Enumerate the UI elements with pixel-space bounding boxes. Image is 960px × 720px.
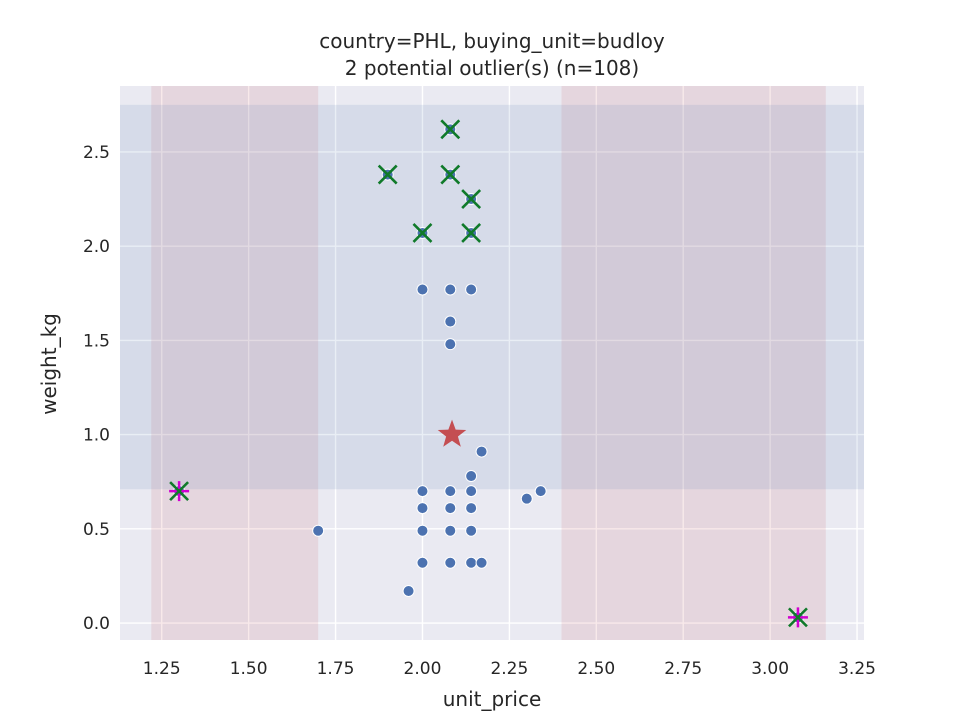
y-tick-label: 1.5 — [83, 331, 110, 351]
flagged-x-marker — [169, 481, 190, 502]
data-point — [534, 485, 547, 498]
x-tick-label: 2.00 — [404, 659, 442, 679]
flagged-x-marker — [377, 164, 398, 185]
flagged-x-marker — [788, 607, 808, 628]
y-tick-label: 1.0 — [83, 426, 110, 446]
x-tick-label: 1.25 — [143, 659, 181, 679]
data-point — [465, 283, 478, 296]
data-point — [444, 524, 457, 537]
plot-area: 1.25 1.50 1.75 2.00 2.25 2.50 2.75 3.00 3.25 0.0 0… — [83, 86, 876, 679]
x-tick-label: 1.75 — [317, 659, 355, 679]
flagged-x-marker — [440, 119, 461, 140]
data-point — [312, 524, 325, 537]
flagged-x-marker — [461, 189, 482, 209]
data-point — [416, 556, 429, 569]
data-point — [444, 338, 457, 351]
data-point — [475, 556, 488, 569]
x-tick-label: 1.50 — [230, 659, 268, 679]
data-point — [416, 283, 429, 296]
data-point — [520, 492, 533, 505]
data-point — [416, 502, 429, 515]
y-tick-label: 0.0 — [83, 614, 110, 634]
y-axis-label: weight_kg — [37, 313, 61, 415]
x-tick-label: 2.25 — [490, 659, 528, 679]
flagged-x-marker — [440, 164, 461, 185]
x-tick-label: 3.00 — [751, 659, 789, 679]
x-tick-label: 2.50 — [577, 659, 615, 679]
outlier-price-band — [561, 86, 826, 640]
outlier-price-band — [151, 86, 319, 640]
y-tick-label: 0.5 — [83, 520, 110, 540]
x-tick-label: 3.25 — [838, 659, 876, 679]
data-point — [444, 502, 457, 515]
x-tick-label: 2.75 — [664, 659, 702, 679]
chart-subtitle: 2 potential outlier(s) (n=108) — [345, 56, 639, 80]
data-point — [444, 556, 457, 569]
data-point — [475, 445, 488, 458]
data-point — [465, 485, 478, 498]
data-point — [465, 502, 478, 515]
data-point — [444, 485, 457, 498]
flagged-x-marker — [412, 223, 433, 243]
data-point — [402, 585, 415, 598]
x-axis-label: unit_price — [443, 687, 542, 711]
flagged-x-marker — [461, 223, 482, 243]
data-point — [444, 315, 457, 328]
data-point — [416, 524, 429, 537]
data-point — [416, 485, 429, 498]
data-point — [465, 556, 478, 569]
data-point — [465, 524, 478, 537]
outlier-weight-band — [120, 104, 864, 490]
data-point — [465, 470, 478, 483]
center-star-marker — [437, 419, 467, 447]
y-tick-label: 2.0 — [83, 237, 110, 257]
chart-title: country=PHL, buying_unit=budloy — [319, 29, 665, 53]
y-tick-label: 2.5 — [83, 143, 110, 163]
plot-background — [120, 86, 864, 640]
data-point — [444, 283, 457, 296]
